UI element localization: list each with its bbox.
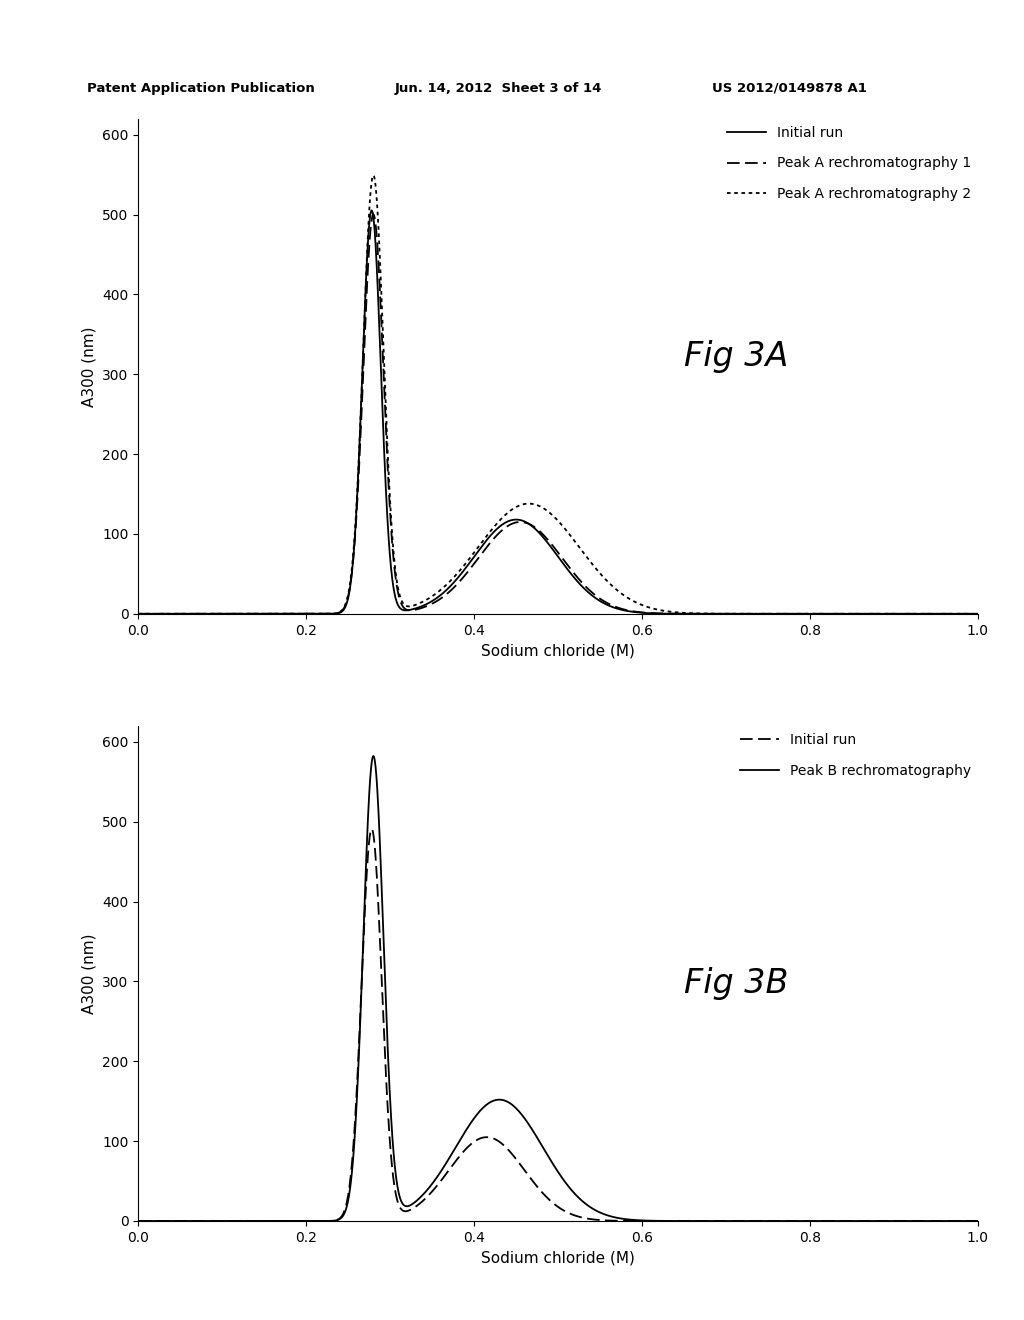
Initial run (518, 513, 530, 529)
Peak A rechromatography 1 (541, 531, 553, 546)
Initial run (175, 1213, 187, 1229)
Peak A rechromatography 2 (132, 606, 144, 622)
Peak B rechromatography (794, 1213, 806, 1229)
Initial run (794, 606, 806, 622)
Peak B rechromatography (541, 1146, 553, 1162)
Initial run (132, 606, 144, 622)
Initial run (948, 606, 961, 622)
Text: Fig 3B: Fig 3B (684, 966, 788, 1001)
Legend: Initial run, Peak A rechromatography 1, Peak A rechromatography 2: Initial run, Peak A rechromatography 1, … (727, 125, 971, 201)
Line: Peak B rechromatography: Peak B rechromatography (138, 756, 978, 1221)
Line: Peak A rechromatography 2: Peak A rechromatography 2 (138, 176, 978, 614)
X-axis label: Sodium chloride (M): Sodium chloride (M) (481, 643, 635, 659)
Initial run (132, 1213, 144, 1229)
Line: Initial run: Initial run (138, 829, 978, 1221)
Y-axis label: A300 (nm): A300 (nm) (82, 326, 96, 407)
Text: Patent Application Publication: Patent Application Publication (87, 82, 314, 95)
Peak A rechromatography 1 (947, 606, 959, 622)
Peak A rechromatography 2 (948, 606, 961, 622)
Peak A rechromatography 1 (518, 515, 530, 531)
Peak A rechromatography 1 (794, 606, 806, 622)
Text: US 2012/0149878 A1: US 2012/0149878 A1 (712, 82, 866, 95)
Text: Jun. 14, 2012  Sheet 3 of 14: Jun. 14, 2012 Sheet 3 of 14 (394, 82, 602, 95)
Line: Initial run: Initial run (138, 210, 978, 614)
Peak A rechromatography 2 (947, 606, 959, 622)
Peak B rechromatography (948, 1213, 961, 1229)
Initial run (366, 821, 378, 837)
Initial run (948, 1213, 961, 1229)
Peak A rechromatography 1 (175, 606, 187, 622)
Line: Peak A rechromatography 1: Peak A rechromatography 1 (138, 214, 978, 614)
Peak B rechromatography (947, 1213, 959, 1229)
Initial run (972, 1213, 984, 1229)
Peak A rechromatography 1 (132, 606, 144, 622)
Peak B rechromatography (368, 748, 380, 764)
Y-axis label: A300 (nm): A300 (nm) (82, 933, 96, 1014)
Peak A rechromatography 2 (972, 606, 984, 622)
Peak A rechromatography 1 (972, 606, 984, 622)
X-axis label: Sodium chloride (M): Sodium chloride (M) (481, 1250, 635, 1266)
Initial run (366, 202, 378, 218)
Peak B rechromatography (518, 1110, 530, 1126)
Initial run (541, 535, 553, 550)
Text: Fig 3A: Fig 3A (684, 339, 788, 372)
Peak A rechromatography 2 (794, 606, 806, 622)
Peak A rechromatography 2 (175, 606, 187, 622)
Peak A rechromatography 2 (368, 168, 380, 183)
Initial run (518, 1163, 530, 1179)
Peak B rechromatography (132, 1213, 144, 1229)
Legend: Initial run, Peak B rechromatography: Initial run, Peak B rechromatography (740, 733, 971, 777)
Peak B rechromatography (972, 1213, 984, 1229)
Peak A rechromatography 2 (518, 496, 530, 512)
Initial run (972, 606, 984, 622)
Initial run (541, 1189, 553, 1205)
Peak A rechromatography 1 (368, 206, 380, 222)
Initial run (947, 606, 959, 622)
Initial run (794, 1213, 806, 1229)
Peak A rechromatography 1 (948, 606, 961, 622)
Initial run (947, 1213, 959, 1229)
Initial run (175, 606, 187, 622)
Peak B rechromatography (175, 1213, 187, 1229)
Peak A rechromatography 2 (541, 503, 553, 519)
